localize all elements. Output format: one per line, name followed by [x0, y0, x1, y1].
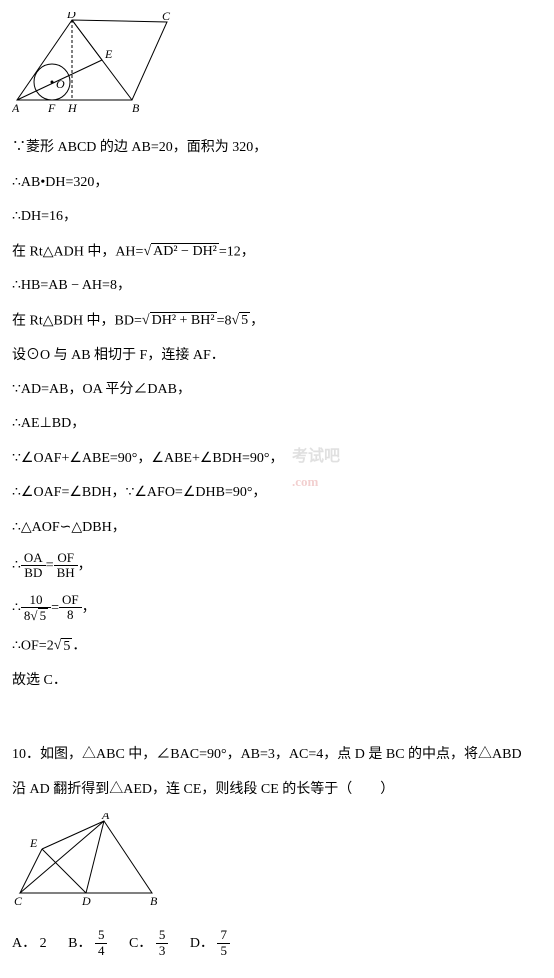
eq: = — [51, 600, 59, 615]
step-7: 设⊙O 与 AB 相切于 F，连接 AF． — [12, 345, 542, 367]
step-6-pre: 在 Rt△BDH 中，BD= — [12, 313, 142, 328]
step-6-mid: =8 — [217, 313, 232, 328]
svg-text:D: D — [81, 894, 91, 908]
step-4-pre: 在 Rt△ADH 中，AH= — [12, 244, 143, 259]
step-10: ∵∠OAF+∠ABE=90°，∠ABE+∠BDH=90°， 考试吧 .com — [12, 448, 542, 470]
step-4: 在 Rt△ADH 中，AH=√AD² − DH²=12， — [12, 241, 542, 264]
svg-text:B: B — [132, 101, 140, 115]
option-c-label: C． — [129, 936, 152, 951]
step-2: ∴AB•DH=320， — [12, 172, 542, 194]
step-13-post: ， — [78, 558, 92, 573]
frac-of-8: OF8 — [59, 593, 82, 623]
svg-text:H: H — [67, 101, 78, 115]
step-14-pre: ∴ — [12, 600, 21, 615]
option-c: C． 53 — [129, 936, 172, 951]
step-6-post: ， — [250, 313, 264, 328]
step-12: ∴△AOF∽△DBH， — [12, 517, 542, 539]
step-5: ∴HB=AB − AH=8， — [12, 275, 542, 297]
option-d-label: D． — [190, 936, 214, 951]
svg-text:E: E — [29, 836, 38, 850]
step-6-rad: DH² + BH² — [150, 312, 217, 328]
step-6-rad2: 5 — [239, 312, 250, 328]
step-6: 在 Rt△BDH 中，BD=√DH² + BH²=8√5， — [12, 310, 542, 333]
step-3: ∴DH=16， — [12, 206, 542, 228]
sqrt-icon: √ — [231, 310, 239, 332]
figure-rhombus: A B C D E O F H — [12, 12, 542, 125]
svg-text:B: B — [150, 894, 158, 908]
step-4-rad: AD² − DH² — [151, 243, 219, 259]
step-10-text: ∵∠OAF+∠ABE=90°，∠ABE+∠BDH=90°， — [12, 451, 283, 466]
step-9: ∴AE⊥BD， — [12, 413, 542, 435]
step-4-post: =12， — [219, 244, 255, 259]
step-13-pre: ∴ — [12, 558, 21, 573]
svg-text:A: A — [12, 101, 20, 115]
step-16: 故选 C． — [12, 670, 542, 692]
svg-text:D: D — [66, 12, 76, 21]
option-a-label: A． — [12, 936, 36, 951]
step-8: ∵AD=AB，OA 平分∠DAB， — [12, 379, 542, 401]
q10-stem-b: 沿 AD 翻折得到△AED，连 CE，则线段 CE 的长等于（ ） — [12, 779, 542, 801]
option-c-frac: 53 — [156, 928, 169, 958]
watermark-text1: 考试吧 — [292, 448, 340, 465]
svg-text:O: O — [56, 77, 65, 91]
svg-text:F: F — [47, 101, 56, 115]
step-14: ∴108√5=OF8， — [12, 593, 542, 624]
svg-text:C: C — [162, 12, 171, 23]
option-b: B． 54 — [68, 936, 111, 951]
option-d-frac: 75 — [217, 928, 230, 958]
step-13: ∴OABD=OFBH， — [12, 551, 542, 581]
option-a-value: 2 — [40, 936, 47, 951]
step-11: ∴∠OAF=∠BDH，∵∠AFO=∠DHB=90°， — [12, 482, 542, 504]
frac-10-8r5: 108√5 — [21, 593, 51, 624]
option-d: D． 75 — [190, 936, 230, 951]
step-14-post: ， — [82, 600, 96, 615]
svg-text:E: E — [104, 47, 113, 61]
step-15: ∴OF=2√5． — [12, 635, 542, 658]
q10-options: A． 2 B． 54 C． 53 D． 75 — [12, 928, 542, 958]
sqrt-icon: √ — [54, 635, 62, 657]
step-15-post: ． — [72, 639, 86, 654]
svg-text:A: A — [101, 813, 110, 822]
svg-text:C: C — [14, 894, 23, 908]
eq: = — [46, 558, 54, 573]
option-a: A． 2 — [12, 936, 50, 951]
option-b-label: B． — [68, 936, 91, 951]
option-b-frac: 54 — [95, 928, 108, 958]
step-15-rad: 5 — [61, 638, 72, 654]
sqrt-icon: √ — [142, 310, 150, 332]
q10-stem-a: 10．如图，△ABC 中，∠BAC=90°，AB=3，AC=4，点 D 是 BC… — [12, 744, 542, 766]
frac-oa-bd: OABD — [21, 551, 46, 581]
sqrt-icon: √ — [143, 241, 151, 263]
figure-triangle-fold: A B C D E — [12, 813, 542, 916]
frac-of-bh: OFBH — [54, 551, 78, 581]
step-1: ∵菱形 ABCD 的边 AB=20，面积为 320， — [12, 137, 542, 159]
step-15-pre: ∴OF=2 — [12, 639, 54, 654]
